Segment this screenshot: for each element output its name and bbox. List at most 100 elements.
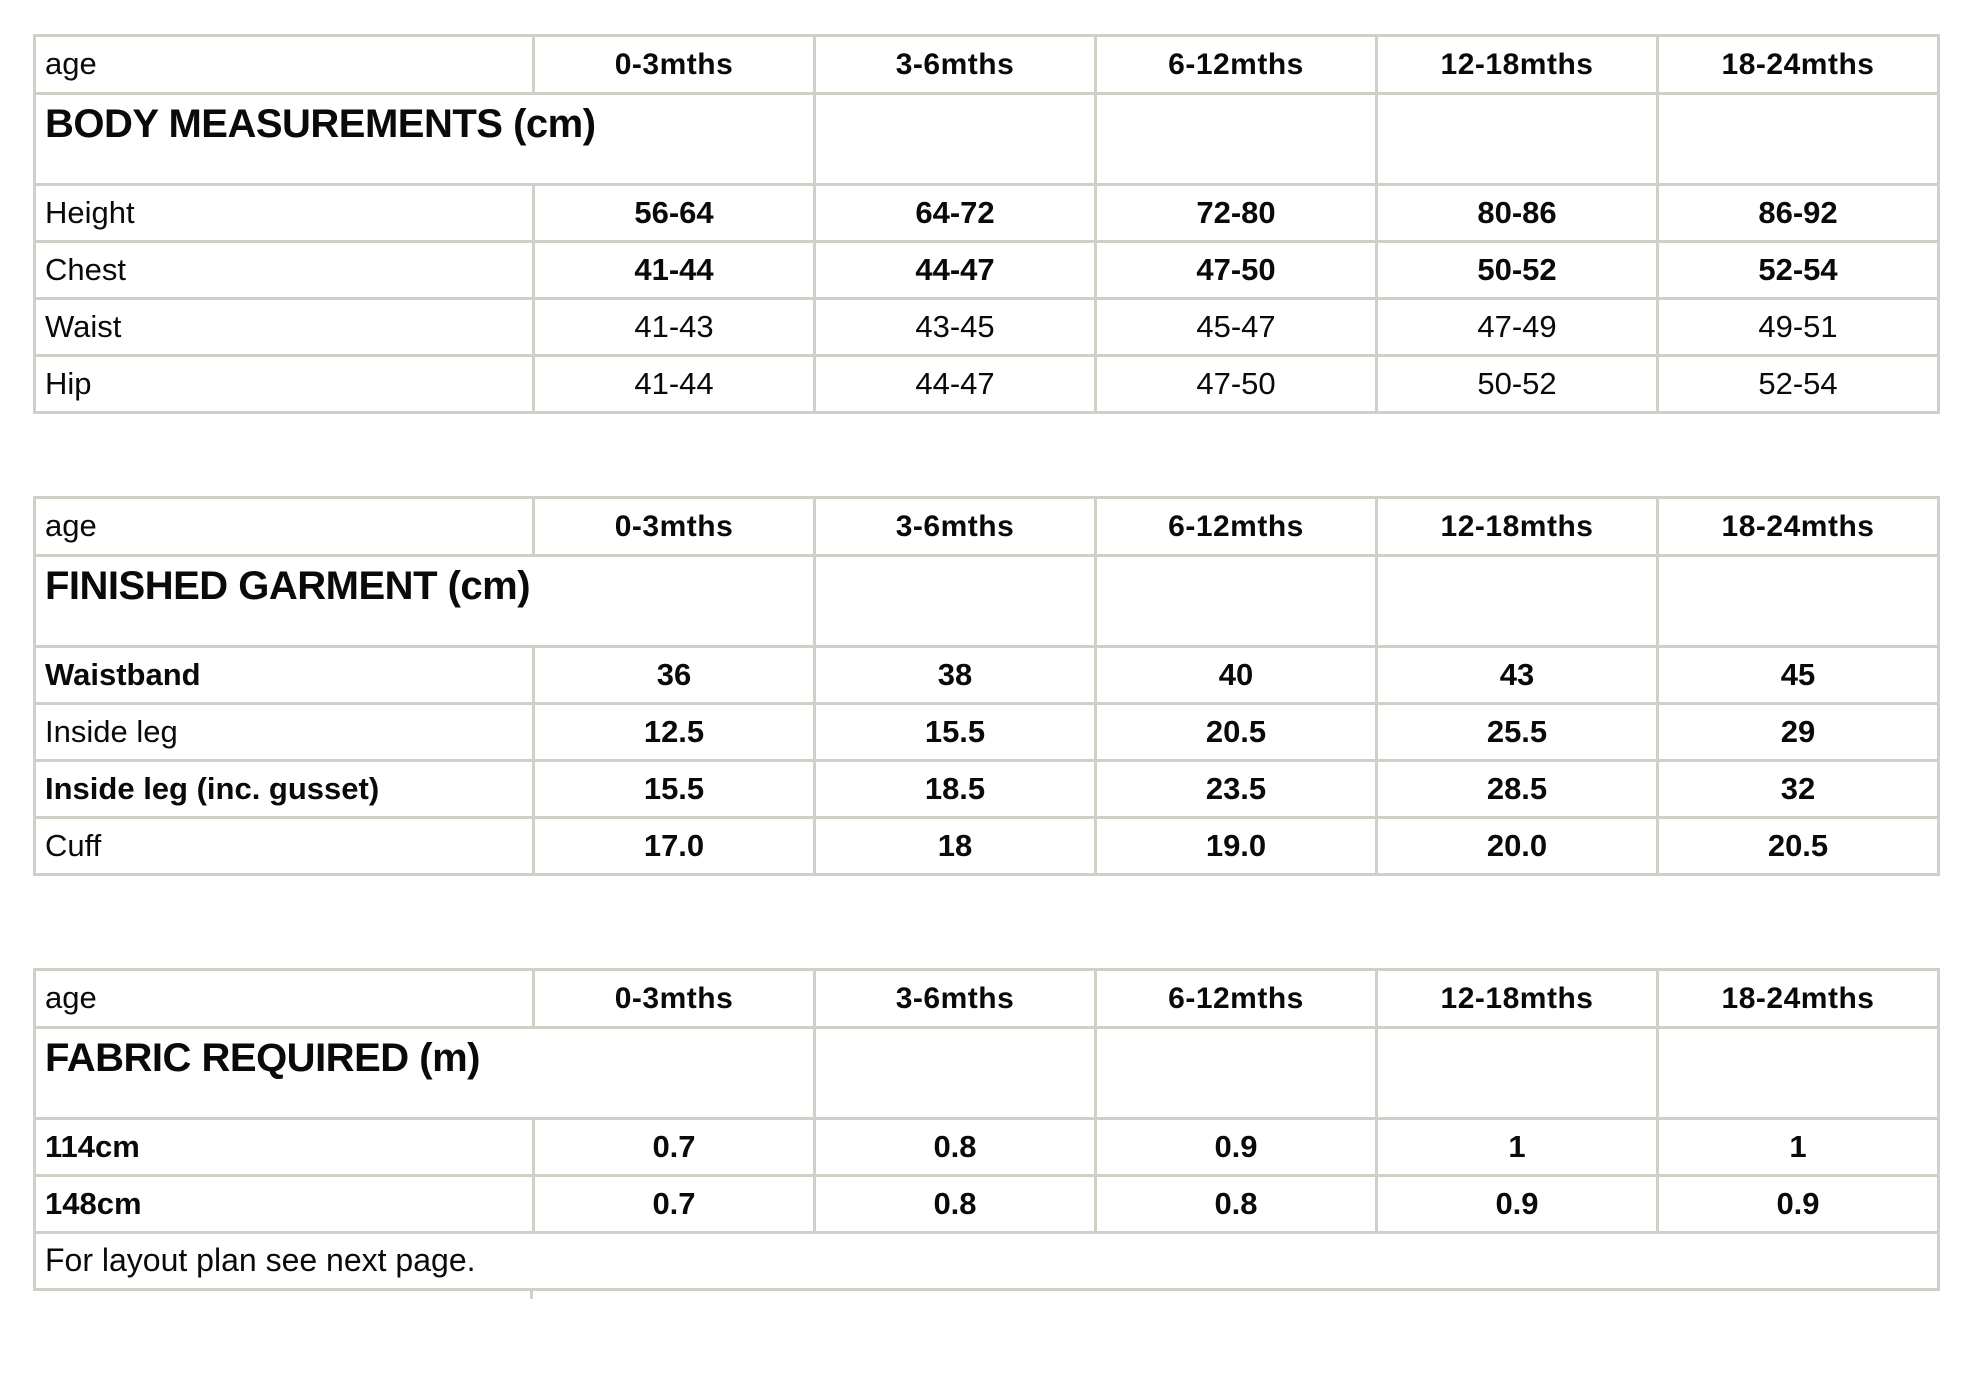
size-column-header: 12-18mths	[1375, 968, 1659, 1029]
size-value-cell: 52-54	[1656, 354, 1940, 414]
finished-garment-section-title: FINISHED GARMENT (cm)	[33, 554, 816, 648]
empty-cell	[1656, 92, 1940, 186]
row-label: Waist	[33, 297, 535, 357]
size-value-cell: 12.5	[532, 702, 816, 762]
row-label: Inside leg (inc. gusset)	[33, 759, 535, 819]
size-column-header: 18-24mths	[1656, 34, 1940, 95]
size-column-header: 0-3mths	[532, 968, 816, 1029]
size-value-cell: 29	[1656, 702, 1940, 762]
size-value-cell: 41-44	[532, 240, 816, 300]
empty-cell	[1656, 554, 1940, 648]
empty-cell	[1375, 554, 1659, 648]
size-value-cell: 1	[1375, 1117, 1659, 1177]
table-row: Inside leg (inc. gusset) 15.5 18.5 23.5 28.5…	[33, 759, 1940, 819]
fabric-required-section-row: FABRIC REQUIRED (m)	[33, 1026, 1940, 1120]
table-row: Inside leg 12.5 15.5 20.5 25.5 29	[33, 702, 1940, 762]
size-value-cell: 49-51	[1656, 297, 1940, 357]
size-value-cell: 19.0	[1094, 816, 1378, 876]
size-column-header: 3-6mths	[813, 34, 1097, 95]
size-value-cell: 44-47	[813, 354, 1097, 414]
size-value-cell: 23.5	[1094, 759, 1378, 819]
finished-garment-section-row: FINISHED GARMENT (cm)	[33, 554, 1940, 648]
size-value-cell: 15.5	[813, 702, 1097, 762]
size-value-cell: 32	[1656, 759, 1940, 819]
size-value-cell: 47-50	[1094, 240, 1378, 300]
body-measurements-age-row: age 0-3mths 3-6mths 6-12mths 12-18mths 18-24m…	[33, 34, 1940, 95]
size-column-header: 6-12mths	[1094, 34, 1378, 95]
size-value-cell: 86-92	[1656, 183, 1940, 243]
size-value-cell: 52-54	[1656, 240, 1940, 300]
size-value-cell: 80-86	[1375, 183, 1659, 243]
table-row: Hip 41-44 44-47 47-50 50-52 52-54	[33, 354, 1940, 414]
size-value-cell: 17.0	[532, 816, 816, 876]
empty-cell	[813, 554, 1097, 648]
finished-garment-table: age 0-3mths 3-6mths 6-12mths 12-18mths 18-24m…	[33, 496, 1940, 876]
empty-cell	[1094, 1026, 1378, 1120]
size-value-cell: 18	[813, 816, 1097, 876]
size-value-cell: 47-49	[1375, 297, 1659, 357]
fabric-required-footer-row: For layout plan see next page.	[33, 1231, 1940, 1291]
size-value-cell: 0.9	[1094, 1117, 1378, 1177]
size-value-cell: 38	[813, 645, 1097, 705]
body-measurements-table: age 0-3mths 3-6mths 6-12mths 12-18mths 18-24m…	[33, 34, 1940, 414]
row-label: Height	[33, 183, 535, 243]
table-row: 148cm 0.7 0.8 0.8 0.9 0.9	[33, 1174, 1940, 1234]
size-value-cell: 43	[1375, 645, 1659, 705]
empty-cell	[1656, 1026, 1940, 1120]
fabric-required-table: age 0-3mths 3-6mths 6-12mths 12-18mths 18-24m…	[33, 968, 1940, 1291]
size-column-header: 12-18mths	[1375, 496, 1659, 557]
row-label: Chest	[33, 240, 535, 300]
row-label: Cuff	[33, 816, 535, 876]
size-value-cell: 0.9	[1375, 1174, 1659, 1234]
body-measurements-section-title: BODY MEASUREMENTS (cm)	[33, 92, 816, 186]
size-value-cell: 0.8	[813, 1117, 1097, 1177]
partial-next-row-divider	[530, 1290, 533, 1299]
row-label: Inside leg	[33, 702, 535, 762]
size-value-cell: 20.5	[1094, 702, 1378, 762]
size-value-cell: 18.5	[813, 759, 1097, 819]
fabric-required-age-row: age 0-3mths 3-6mths 6-12mths 12-18mths 18-24m…	[33, 968, 1940, 1029]
size-value-cell: 50-52	[1375, 240, 1659, 300]
size-value-cell: 0.7	[532, 1117, 816, 1177]
size-column-header: 3-6mths	[813, 496, 1097, 557]
size-value-cell: 45-47	[1094, 297, 1378, 357]
footer-note: For layout plan see next page.	[33, 1231, 1940, 1291]
size-value-cell: 45	[1656, 645, 1940, 705]
size-value-cell: 0.7	[532, 1174, 816, 1234]
size-column-header: 18-24mths	[1656, 968, 1940, 1029]
size-value-cell: 50-52	[1375, 354, 1659, 414]
table-row: Waistband 36 38 40 43 45	[33, 645, 1940, 705]
size-column-header: 0-3mths	[532, 34, 816, 95]
size-value-cell: 44-47	[813, 240, 1097, 300]
empty-cell	[1375, 1026, 1659, 1120]
empty-cell	[813, 92, 1097, 186]
empty-cell	[1375, 92, 1659, 186]
size-value-cell: 15.5	[532, 759, 816, 819]
table-row: 114cm 0.7 0.8 0.9 1 1	[33, 1117, 1940, 1177]
age-header-label: age	[33, 968, 535, 1029]
table-row: Chest 41-44 44-47 47-50 50-52 52-54	[33, 240, 1940, 300]
size-column-header: 3-6mths	[813, 968, 1097, 1029]
size-column-header: 18-24mths	[1656, 496, 1940, 557]
size-tables-container: age 0-3mths 3-6mths 6-12mths 12-18mths 18-24m…	[33, 34, 1940, 1291]
size-value-cell: 0.8	[1094, 1174, 1378, 1234]
size-column-header: 6-12mths	[1094, 496, 1378, 557]
size-value-cell: 41-44	[532, 354, 816, 414]
size-value-cell: 47-50	[1094, 354, 1378, 414]
size-value-cell: 0.9	[1656, 1174, 1940, 1234]
size-value-cell: 41-43	[532, 297, 816, 357]
table-row: Cuff 17.0 18 19.0 20.0 20.5	[33, 816, 1940, 876]
size-value-cell: 1	[1656, 1117, 1940, 1177]
size-value-cell: 56-64	[532, 183, 816, 243]
size-column-header: 0-3mths	[532, 496, 816, 557]
size-value-cell: 0.8	[813, 1174, 1097, 1234]
table-row: Height 56-64 64-72 72-80 80-86 86-92	[33, 183, 1940, 243]
size-value-cell: 20.0	[1375, 816, 1659, 876]
size-value-cell: 28.5	[1375, 759, 1659, 819]
row-label: 114cm	[33, 1117, 535, 1177]
finished-garment-age-row: age 0-3mths 3-6mths 6-12mths 12-18mths 18-24m…	[33, 496, 1940, 557]
size-value-cell: 20.5	[1656, 816, 1940, 876]
size-value-cell: 43-45	[813, 297, 1097, 357]
size-column-header: 6-12mths	[1094, 968, 1378, 1029]
